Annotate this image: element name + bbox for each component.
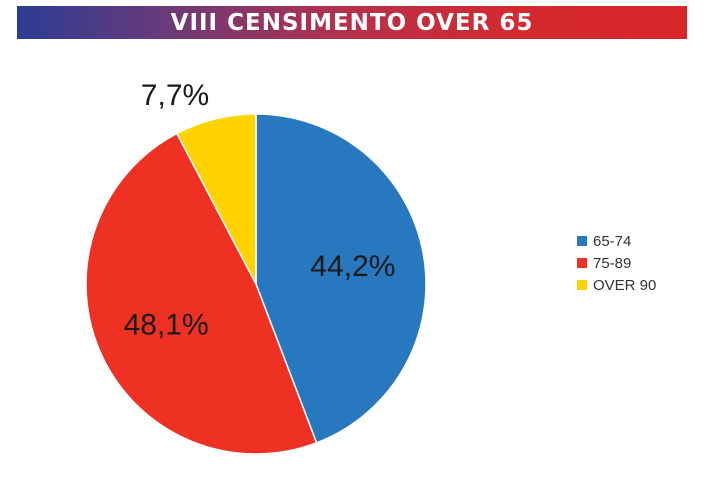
pie-slice-75-89: [85, 132, 318, 455]
slice-label-75-89: 48,1%: [124, 309, 209, 342]
pie-slices: [85, 113, 427, 455]
legend-item-65-74: 65-74: [577, 230, 656, 252]
legend-swatch: [577, 236, 587, 246]
legend-item-75-89: 75-89: [577, 252, 656, 274]
pie-slice-65-74: [255, 113, 427, 444]
pie-slice-over-90: [175, 113, 257, 285]
legend-swatch: [577, 258, 587, 268]
slice-label-over-90: 7,7%: [141, 79, 209, 112]
legend-item-over-90: OVER 90: [577, 274, 656, 296]
title-banner: VIII CENSIMENTO OVER 65: [17, 6, 687, 39]
pie-labels: 44,2% 48,1% 7,7%: [124, 79, 396, 342]
legend-label: 65-74: [593, 232, 632, 250]
legend-label: 75-89: [593, 254, 632, 272]
legend: 65-74 75-89 OVER 90: [577, 230, 656, 296]
slice-label-65-74: 44,2%: [310, 250, 395, 283]
chart-title: VIII CENSIMENTO OVER 65: [170, 9, 534, 36]
legend-label: OVER 90: [593, 276, 657, 294]
legend-swatch: [577, 280, 587, 290]
